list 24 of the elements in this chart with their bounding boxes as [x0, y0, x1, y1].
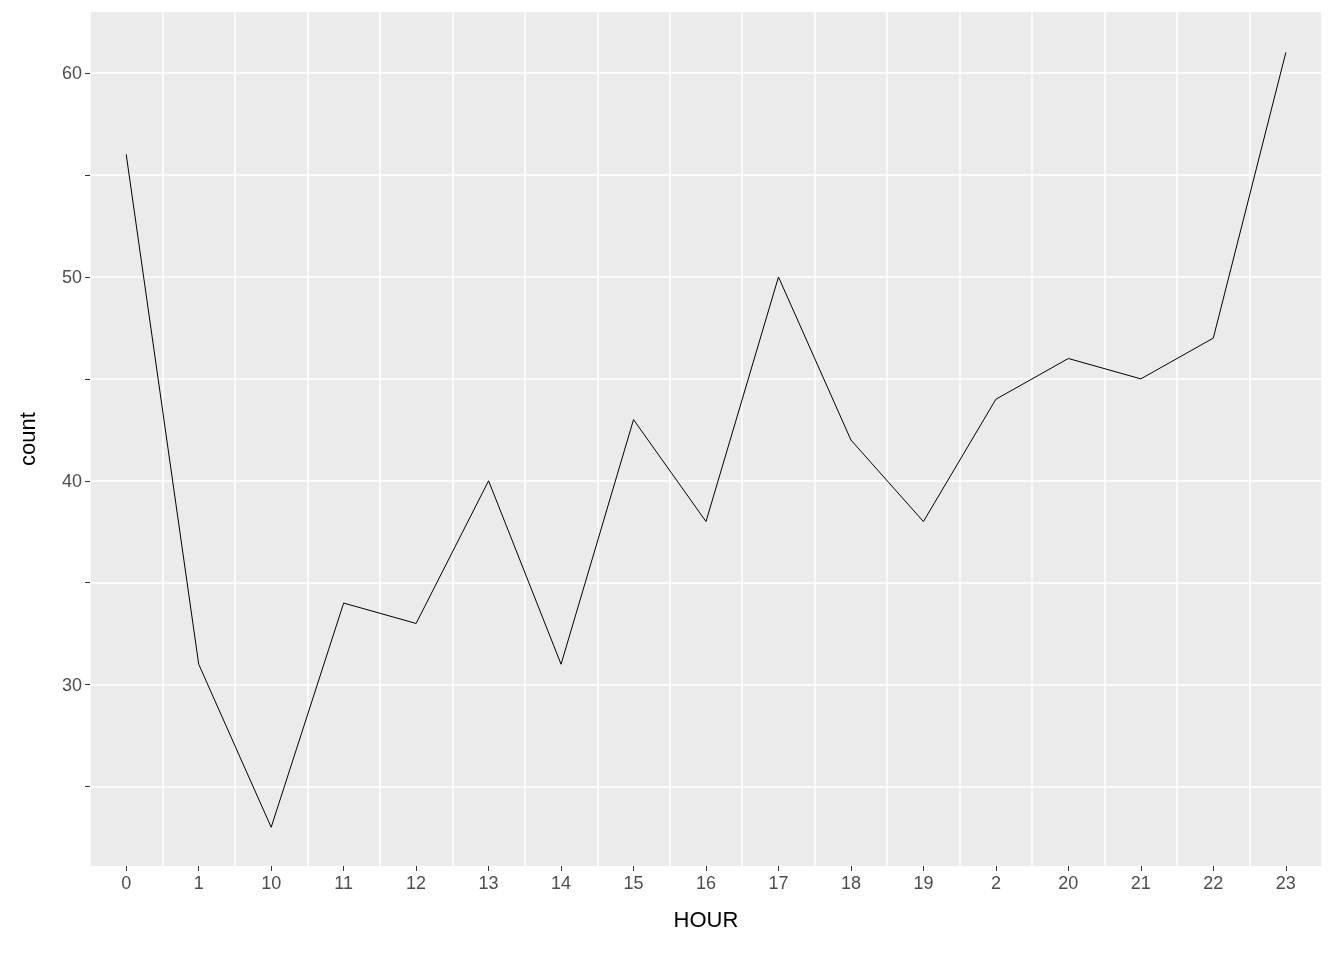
- x-tick-label: 21: [1130, 873, 1151, 893]
- x-tick-label: 2: [990, 873, 1001, 893]
- x-tick-label: 13: [478, 873, 499, 893]
- x-tick-label: 14: [551, 873, 572, 893]
- x-tick-label: 15: [623, 873, 644, 893]
- x-tick-label: 16: [695, 873, 717, 893]
- x-tick-label: 19: [913, 873, 934, 893]
- x-tick-label: 11: [334, 873, 353, 893]
- x-tick-label: 1: [193, 873, 204, 893]
- x-tick-label: 0: [121, 873, 132, 893]
- y-tick-label: 50: [61, 266, 82, 287]
- y-tick-label: 30: [61, 674, 82, 695]
- y-axis-title: count: [14, 412, 40, 466]
- x-tick-label: 10: [261, 873, 282, 893]
- y-tick-label: 40: [61, 470, 82, 491]
- x-tick-label: 23: [1275, 873, 1296, 893]
- x-tick-label: 22: [1203, 873, 1224, 893]
- x-tick-label: 17: [768, 873, 789, 893]
- x-tick-label: 18: [840, 873, 861, 893]
- x-tick-label: 12: [406, 873, 427, 893]
- x-tick-label: 20: [1058, 873, 1079, 893]
- y-tick-label: 60: [61, 63, 82, 84]
- line-series: [125, 52, 1287, 828]
- x-axis-title: HOUR: [673, 906, 739, 932]
